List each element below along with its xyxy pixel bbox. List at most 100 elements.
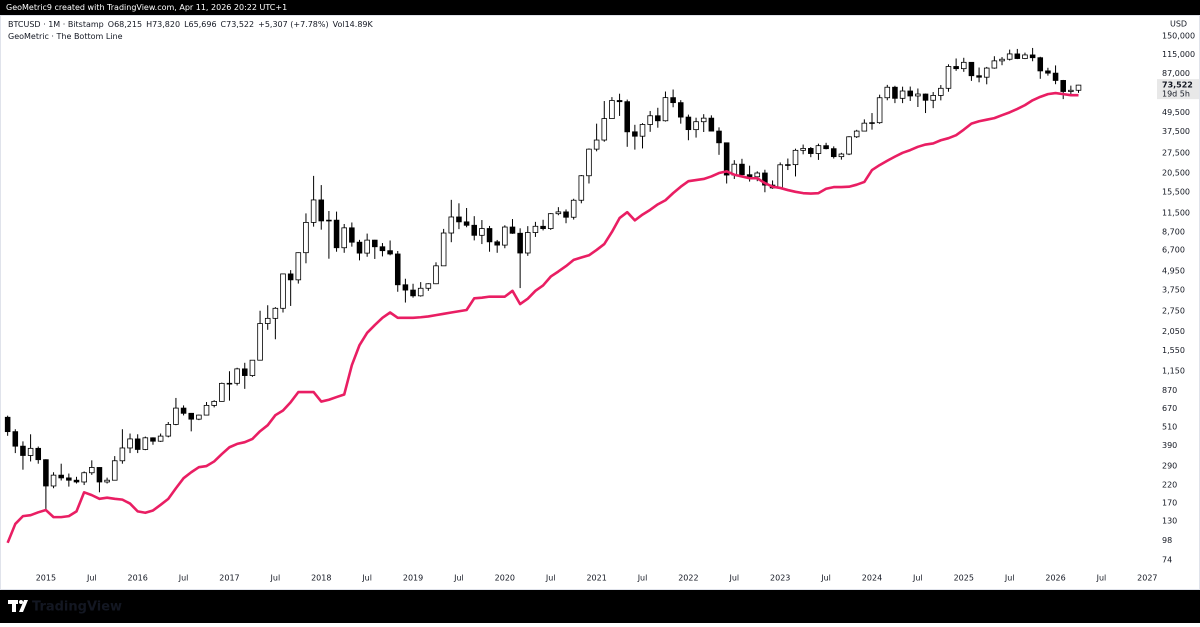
candle-body	[402, 284, 409, 291]
y-tick-label: 130	[1162, 517, 1177, 526]
candle-body	[953, 66, 959, 70]
candle-body	[1037, 57, 1044, 72]
candle-body	[119, 447, 126, 462]
candle-body	[12, 431, 19, 447]
legend-value: Vol14.89K	[332, 20, 373, 29]
candle-body	[89, 467, 95, 474]
candle-body	[616, 100, 623, 103]
y-tick-label: 98	[1162, 536, 1172, 545]
candle-body	[1029, 54, 1036, 59]
candle-body	[448, 216, 455, 234]
attribution: GeoMetric9 created with TradingView.com,…	[6, 3, 288, 12]
x-tick-label: Jul	[912, 574, 923, 583]
candle-body	[846, 136, 852, 155]
candle-body	[647, 115, 653, 125]
candle-body	[157, 435, 164, 442]
y-tick-label: 37,500	[1162, 127, 1190, 136]
candle-body	[792, 149, 799, 166]
candle-body	[540, 225, 546, 229]
candle-body	[739, 163, 745, 176]
candle-body	[632, 131, 638, 137]
x-tick-label: Jul	[637, 574, 648, 583]
x-tick-label: Jul	[1096, 574, 1107, 583]
candle-body	[869, 122, 875, 124]
x-tick-label: 2025	[954, 574, 974, 583]
candle-body	[655, 115, 661, 122]
candle-body	[111, 460, 118, 481]
candle-body	[578, 175, 585, 201]
candle-body	[922, 93, 929, 101]
symbol-legend: BTCUSD · 1M · Bitstamp O68,215 H73,820 L65,…	[8, 19, 377, 31]
indicator-legend: GeoMetric · The Bottom Line	[8, 31, 377, 43]
y-tick-label: 27,500	[1162, 148, 1190, 157]
candle-body	[394, 253, 401, 286]
candle-body	[440, 232, 447, 267]
candle-body	[486, 228, 493, 243]
y-tick-label: 15,500	[1162, 188, 1190, 197]
candle-body	[815, 145, 822, 154]
x-tick-label: 2024	[862, 574, 882, 583]
indicator-name: GeoMetric · The Bottom Line	[8, 32, 123, 41]
legend: BTCUSD · 1M · Bitstamp O68,215 H73,820 L65,…	[8, 19, 377, 43]
candle-body	[150, 437, 156, 442]
x-tick-label: 2026	[1045, 574, 1065, 583]
candle-body	[58, 474, 64, 479]
chart-frame	[0, 15, 1200, 590]
candle-body	[601, 118, 608, 141]
candle-body	[479, 228, 485, 236]
candle-body	[938, 87, 944, 96]
footer: TradingView	[0, 590, 1200, 623]
x-tick-label: 2023	[770, 574, 790, 583]
candle-body	[272, 307, 279, 319]
candle-body	[502, 226, 508, 246]
x-tick-label: 2021	[586, 574, 606, 583]
last-price-label: 73,522	[1162, 81, 1193, 90]
candle-body	[830, 148, 837, 158]
candle-body	[219, 382, 225, 402]
candle-body	[417, 287, 424, 297]
x-tick-label: Jul	[86, 574, 97, 583]
candle-body	[861, 122, 868, 132]
candle-body	[800, 148, 806, 151]
x-tick-label: Jul	[453, 574, 464, 583]
x-tick-label: Jul	[178, 574, 189, 583]
candle-body	[180, 407, 187, 414]
x-tick-label: 2017	[219, 574, 239, 583]
y-tick-label: 115,000	[1162, 50, 1195, 59]
candle-body	[188, 412, 194, 420]
candle-body	[127, 438, 133, 449]
candle-body	[509, 226, 516, 234]
candle-body	[525, 232, 531, 254]
candle-body	[341, 227, 347, 249]
candle-body	[264, 317, 271, 324]
y-tick-label: 6,700	[1162, 245, 1185, 254]
brand-name: TradingView	[32, 600, 122, 615]
candle-body	[1075, 84, 1082, 91]
candle-body	[823, 145, 829, 150]
y-tick-label: 4,950	[1162, 266, 1185, 275]
candle-body	[677, 102, 684, 118]
candle-body	[471, 224, 478, 236]
candle-body	[425, 283, 432, 289]
candle-body	[433, 265, 439, 285]
y-tick-label: 170	[1162, 498, 1177, 507]
candle-body	[104, 479, 110, 483]
y-tick-label: 74	[1162, 556, 1172, 565]
candle-body	[333, 219, 340, 249]
candle-body	[762, 172, 768, 186]
candle-body	[211, 400, 217, 406]
x-tick-label: 2016	[128, 574, 148, 583]
candle-body	[165, 424, 172, 437]
candle-body	[1052, 72, 1059, 81]
candle-body	[27, 447, 34, 456]
candle-body	[746, 174, 753, 178]
legend-value: O68,215	[107, 20, 143, 29]
candle-body	[379, 246, 386, 252]
y-tick-label: 2,050	[1162, 327, 1185, 336]
candle-body	[303, 222, 309, 254]
candle-body	[555, 211, 562, 215]
candle-body	[280, 273, 286, 309]
candle-body	[372, 239, 378, 248]
y-tick-label: 510	[1162, 423, 1177, 432]
candle-body	[173, 407, 179, 425]
